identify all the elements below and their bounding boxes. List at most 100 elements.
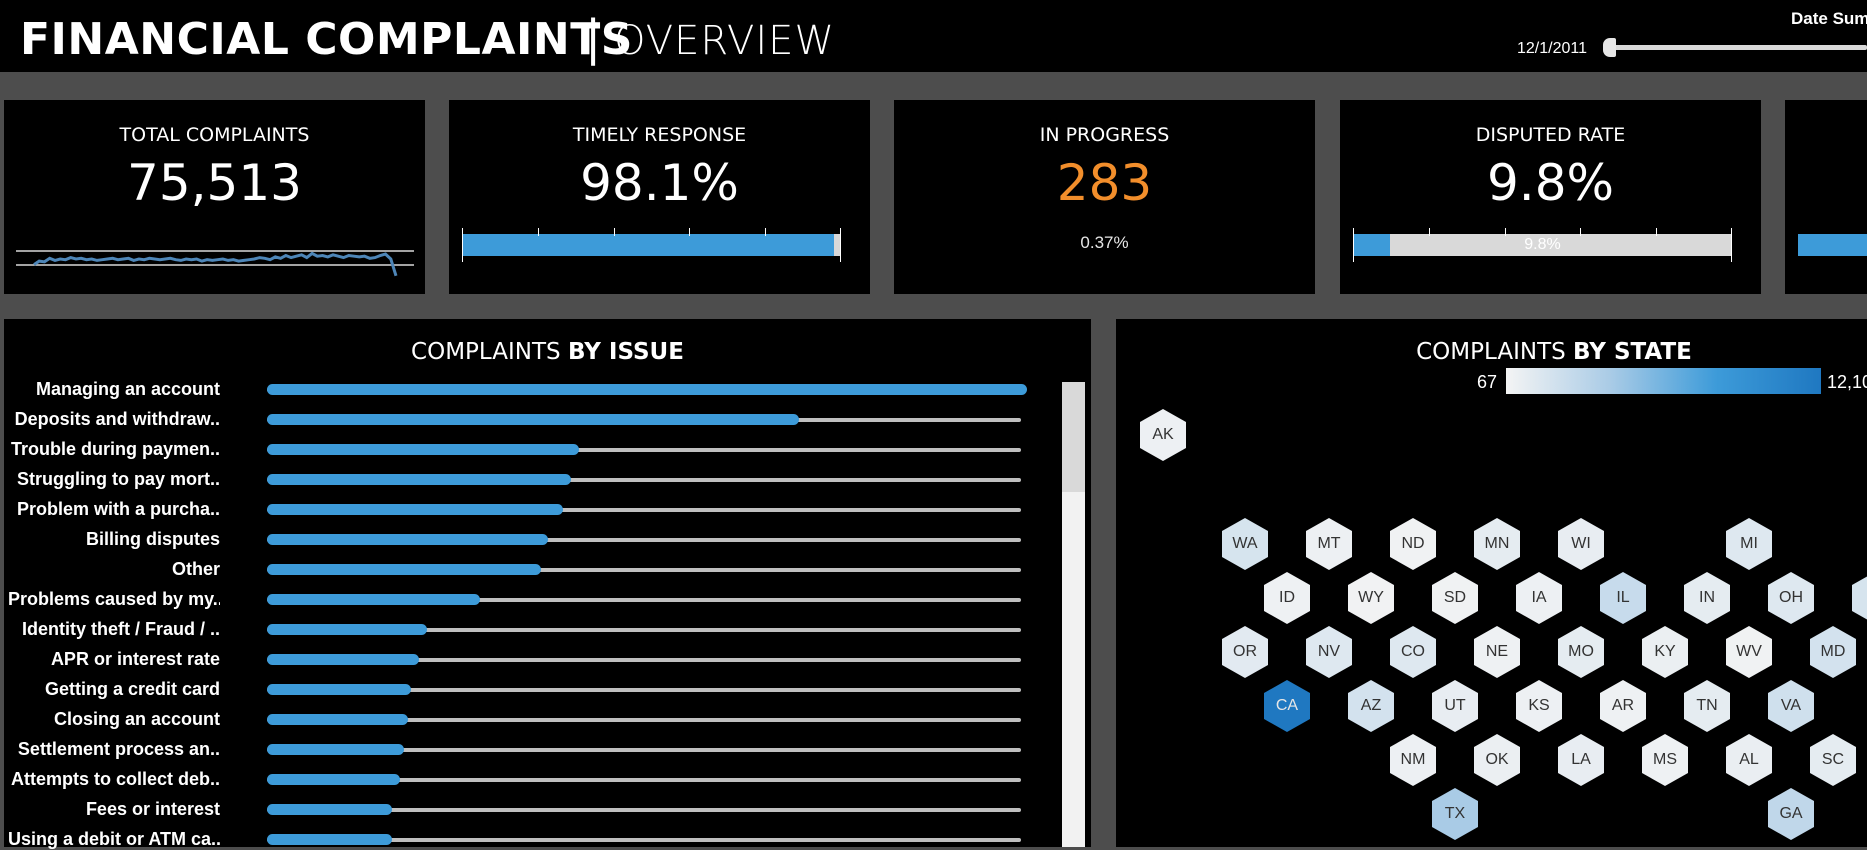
issue-bar[interactable]: [267, 414, 799, 425]
timely-response-bar-fill: [462, 234, 834, 256]
bar-tick: [1580, 228, 1581, 236]
issue-bar-track: [267, 628, 1021, 632]
issue-label: Problem with a purcha..: [16, 499, 220, 519]
bar-tick: [614, 228, 615, 236]
bar-tick: [840, 228, 841, 262]
kpi-subvalue: 0.37%: [1080, 233, 1129, 252]
issue-bar[interactable]: [267, 474, 571, 485]
issue-bar-track: [267, 688, 1021, 692]
issue-label: Struggling to pay mort..: [17, 469, 220, 489]
sparkline-series: [33, 251, 398, 277]
issue-label: Fees or interest: [85, 799, 220, 819]
kpi-value: 98.1%: [580, 154, 739, 212]
legend-min-value: 67: [1477, 372, 1498, 392]
issue-label: Problems caused by my..: [8, 589, 220, 609]
issue-bar[interactable]: [267, 744, 404, 755]
kpi-title: DISPUTED RATE: [1475, 124, 1626, 146]
bar-tick: [765, 228, 766, 236]
issues-title-bold: BY ISSUE: [567, 339, 684, 365]
complaints-sparkline: [16, 250, 414, 277]
disputed-rate-bar-fill: [1353, 234, 1390, 256]
bar-tick: [1505, 228, 1506, 236]
issues-scrollbar[interactable]: [1062, 382, 1085, 847]
issue-label: Closing an account: [53, 709, 220, 729]
kpi-title: TIMELY RESPONSE: [572, 124, 747, 146]
bar-tick: [689, 228, 690, 236]
issue-label: Settlement process an..: [17, 739, 220, 759]
kpi-title: IN PROGRESS: [1039, 124, 1170, 146]
issue-bar-track: [267, 508, 1021, 512]
issue-bar-track: [267, 658, 1021, 662]
issue-label: Billing disputes: [85, 529, 220, 549]
issue-label: Getting a credit card: [44, 679, 220, 699]
issue-bar-track: [267, 748, 1021, 752]
issue-bar-track: [267, 778, 1021, 782]
bar-tick: [538, 228, 539, 236]
complaints-by-issue-panel: COMPLAINTS BY ISSUE Managing an account D…: [4, 319, 1091, 849]
issue-bar-track: [267, 598, 1021, 602]
issue-bar[interactable]: [267, 684, 411, 695]
bar-tick: [1429, 228, 1430, 236]
issue-label: Trouble during paymen..: [10, 439, 220, 459]
dashboard-header: FINANCIAL COMPLAINTS | OVERVIEW Date Sum…: [0, 0, 1867, 72]
date-filter-label: Date Sum: [1791, 9, 1867, 28]
state-title-bold: BY STATE: [1573, 339, 1692, 365]
state-panel-title: COMPLAINTS BY STATE: [1316, 339, 1792, 365]
issue-bar[interactable]: [267, 534, 548, 545]
page-title: FINANCIAL COMPLAINTS: [20, 14, 633, 65]
issue-bar[interactable]: [267, 384, 1027, 395]
kpi-partial: [1785, 100, 1867, 294]
kpi-disputed-rate: DISPUTED RATE 9.8% 9.8%: [1340, 100, 1761, 294]
issue-bar[interactable]: [267, 594, 480, 605]
issues-panel-title: COMPLAINTS BY ISSUE: [4, 339, 1091, 365]
issue-label: Other: [171, 559, 220, 579]
kpi-value: 9.8%: [1486, 154, 1615, 212]
issue-bar[interactable]: [267, 444, 579, 455]
issue-bar[interactable]: [267, 654, 419, 665]
color-legend-gradient: [1506, 368, 1821, 394]
issue-bar-track: [267, 718, 1021, 722]
disputed-rate-bar: 9.8%: [1353, 234, 1732, 256]
issue-bar[interactable]: [267, 774, 400, 785]
timely-response-bar: [462, 234, 841, 256]
date-filter-value: 12/1/2011: [1517, 40, 1587, 57]
issue-bar-track: [267, 478, 1021, 482]
bar-tick: [1353, 228, 1354, 262]
issue-bar[interactable]: [267, 624, 427, 635]
title-separator: |: [585, 10, 602, 66]
issue-label: Managing an account: [35, 379, 220, 399]
date-slider-track[interactable]: [1612, 45, 1867, 50]
state-hex-p[interactable]: P: [1852, 572, 1867, 624]
issue-bar[interactable]: [267, 804, 392, 815]
issue-bar-track: [267, 568, 1021, 572]
issue-bar-track: [267, 808, 1021, 812]
issue-label: Using a debit or ATM ca..: [8, 829, 220, 849]
issue-bar[interactable]: [267, 714, 408, 725]
issue-bar-track: [267, 538, 1021, 542]
issue-bar-track: [267, 838, 1021, 842]
disputed-rate-bar-label: 9.8%: [1524, 236, 1561, 253]
kpi-total-complaints: TOTAL COMPLAINTS 75,513: [4, 100, 425, 294]
state-title-light: COMPLAINTS: [1416, 339, 1574, 365]
partial-kpi-bar: [1798, 234, 1867, 256]
issue-label: Deposits and withdraw..: [14, 409, 220, 429]
bar-tick: [1731, 228, 1732, 262]
issue-label: APR or interest rate: [50, 649, 220, 669]
legend-max-value: 12,10: [1827, 372, 1867, 392]
kpi-title: TOTAL COMPLAINTS: [119, 124, 310, 146]
kpi-value: 283: [1056, 154, 1153, 212]
issue-bar[interactable]: [267, 834, 392, 845]
issue-bar[interactable]: [267, 564, 541, 575]
date-slider-handle[interactable]: [1603, 38, 1616, 57]
kpi-timely-response: TIMELY RESPONSE 98.1%: [449, 100, 870, 294]
bar-tick: [462, 228, 463, 262]
issue-label: Identity theft / Fraud / ..: [22, 619, 220, 639]
kpi-value: 75,513: [127, 154, 302, 212]
bar-tick: [1656, 228, 1657, 236]
issue-label: Attempts to collect deb..: [10, 769, 220, 789]
issue-bar[interactable]: [267, 504, 563, 515]
kpi-in-progress: IN PROGRESS 283 0.37%: [894, 100, 1315, 294]
page-subtitle: OVERVIEW: [614, 18, 836, 64]
issues-scrollbar-thumb[interactable]: [1062, 382, 1085, 492]
issues-title-light: COMPLAINTS: [411, 339, 568, 365]
